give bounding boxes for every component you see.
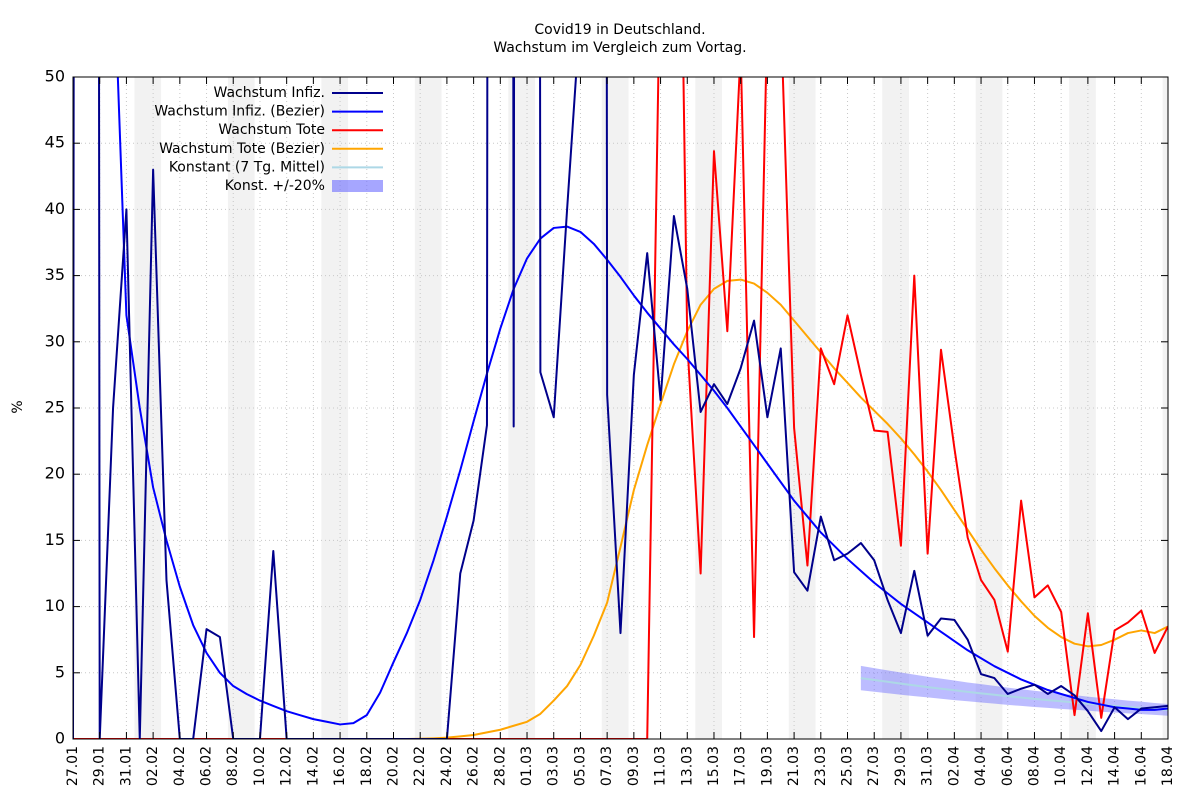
chart-subtitle: Wachstum im Vergleich zum Vortag. <box>493 40 746 56</box>
y-tick-label: 40 <box>45 199 65 218</box>
legend-label: Konst. +/-20% <box>225 178 325 194</box>
x-tick-label: 10.02 <box>252 746 268 786</box>
series-line <box>73 278 1168 739</box>
x-tick-label: 02.02 <box>145 746 161 786</box>
x-tick-label: 20.02 <box>385 746 401 786</box>
y-tick-label: 5 <box>55 662 65 681</box>
x-tick-label: 10.04 <box>1053 746 1069 786</box>
series-line <box>73 77 1168 739</box>
y-axis-label: % <box>10 400 26 413</box>
x-tick-label: 23.03 <box>813 746 829 786</box>
legend-label: Wachstum Tote (Bezier) <box>159 141 325 157</box>
x-tick-label: 08.02 <box>225 746 241 786</box>
y-tick-label: 35 <box>45 265 65 284</box>
x-tick-label: 05.03 <box>572 746 588 786</box>
y-tick-label: 0 <box>55 729 65 748</box>
x-tick-label: 13.03 <box>679 746 695 786</box>
x-tick-label: 31.03 <box>920 746 936 786</box>
x-tick-label: 16.04 <box>1133 746 1149 786</box>
x-tick-label: 09.03 <box>626 746 642 786</box>
x-tick-label: 29.01 <box>92 746 108 786</box>
x-tick-label: 04.02 <box>172 746 188 786</box>
x-tick-label: 18.02 <box>359 746 375 786</box>
x-tick-label: 08.04 <box>1026 746 1042 786</box>
series-line <box>860 677 1168 711</box>
x-tick-label: 12.02 <box>279 746 295 786</box>
x-tick-label: 24.02 <box>439 746 455 786</box>
x-tick-label: 02.04 <box>946 746 962 786</box>
legend: Wachstum Infiz. Wachstum Infiz. (Bezier) W… <box>154 85 383 194</box>
y-tick-label: 20 <box>45 464 65 483</box>
series-line <box>116 77 1168 726</box>
legend-label: Wachstum Infiz. (Bezier) <box>154 104 325 120</box>
x-tick-label: 19.03 <box>759 746 775 786</box>
axes: 0 5 10 15 20 25 30 35 40 45 50 27.01 29.01 31.01 02.02… <box>45 67 1176 787</box>
x-tick-label: 14.04 <box>1107 746 1123 786</box>
x-tick-label: 18.04 <box>1160 746 1176 786</box>
x-tick-label: 14.02 <box>305 746 321 786</box>
series-line <box>73 77 1168 739</box>
x-tick-label: 21.03 <box>786 746 802 786</box>
x-tick-label: 28.02 <box>492 746 508 786</box>
x-tick-label: 16.02 <box>332 746 348 786</box>
x-tick-label: 22.02 <box>412 746 428 786</box>
x-tick-label: 25.03 <box>840 746 856 786</box>
x-tick-label: 03.03 <box>546 746 562 786</box>
x-tick-label: 01.03 <box>519 746 535 786</box>
x-tick-label: 27.01 <box>65 746 81 786</box>
x-tick-label: 31.01 <box>118 746 134 786</box>
y-tick-label: 25 <box>45 398 65 417</box>
x-tick-label: 12.04 <box>1080 746 1096 786</box>
y-tick-label: 15 <box>45 530 65 549</box>
x-tick-label: 15.03 <box>706 746 722 786</box>
x-tick-label: 07.03 <box>599 746 615 786</box>
chart-title: Covid19 in Deutschland. <box>534 22 705 38</box>
x-tick-label: 04.04 <box>973 746 989 786</box>
legend-swatch <box>332 180 383 192</box>
x-tick-label: 27.03 <box>866 746 882 786</box>
x-tick-label: 06.02 <box>199 746 215 786</box>
legend-label: Konstant (7 Tg. Mittel) <box>169 159 325 175</box>
weekend-band <box>882 77 909 739</box>
x-tick-label: 17.03 <box>733 746 749 786</box>
y-tick-label: 10 <box>45 596 65 615</box>
x-tick-label: 26.02 <box>466 746 482 786</box>
legend-label: Wachstum Infiz. <box>214 85 325 101</box>
y-tick-label: 45 <box>45 133 65 152</box>
x-tick-label: 11.03 <box>653 746 669 786</box>
plot-marks <box>73 77 1168 739</box>
y-tick-label: 30 <box>45 331 65 350</box>
x-tick-label: 29.03 <box>893 746 909 786</box>
y-tick-label: 50 <box>45 67 65 86</box>
legend-label: Wachstum Tote <box>218 122 325 138</box>
x-tick-label: 06.04 <box>1000 746 1016 786</box>
